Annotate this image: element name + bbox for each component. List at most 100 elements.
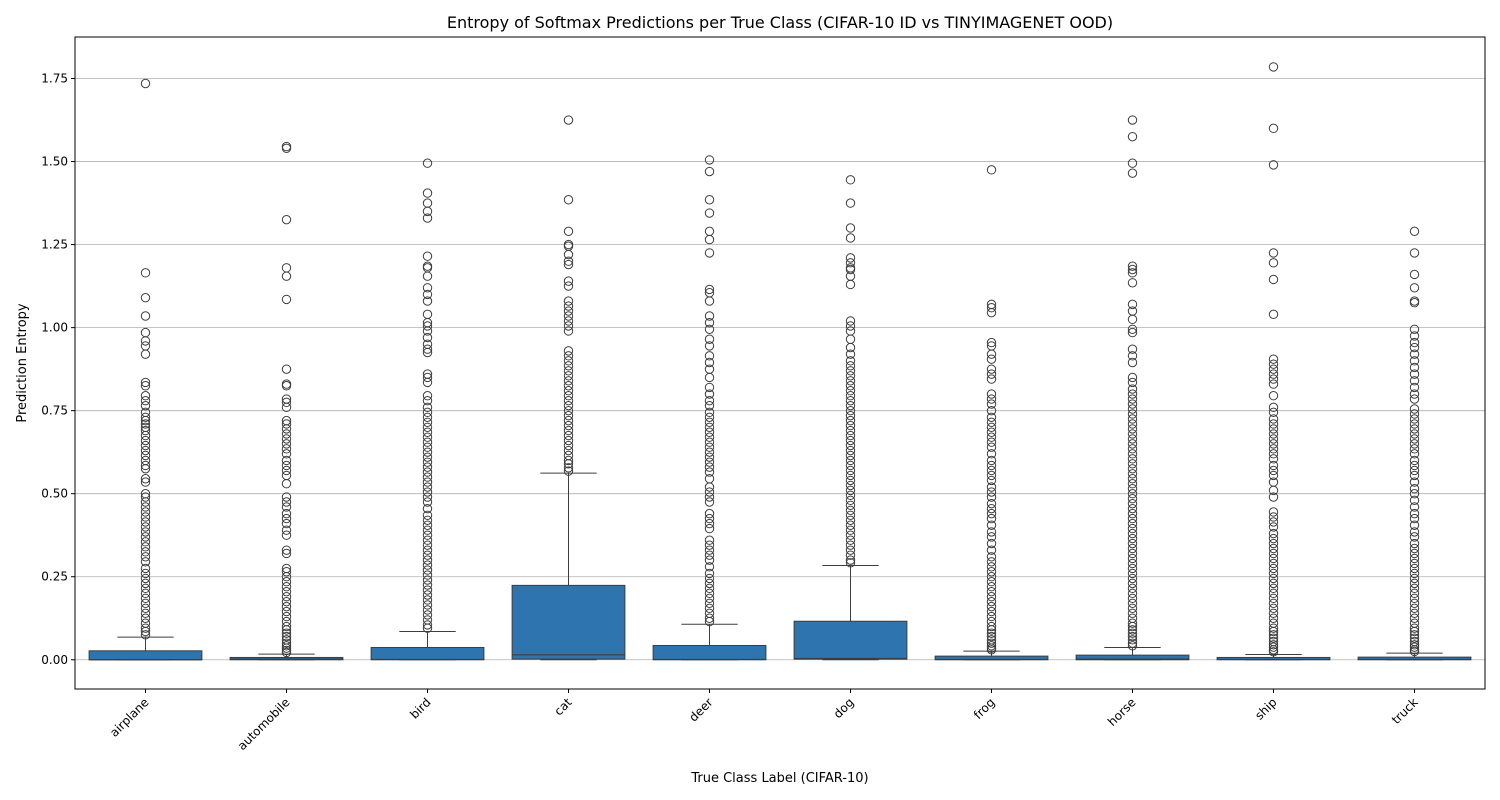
- outlier-point: [1127, 568, 1138, 579]
- outlier-point: [1268, 449, 1279, 459]
- outlier-point: [704, 442, 715, 452]
- outlier-point: [1268, 424, 1279, 434]
- outlier-point: [845, 465, 856, 476]
- outlier-point: [281, 214, 292, 225]
- outlier-point: [986, 465, 997, 476]
- outlier-point: [986, 631, 997, 642]
- outlier-point: [845, 555, 856, 565]
- y-axis-label: Prediction Entropy: [15, 303, 30, 423]
- outlier-point: [704, 550, 715, 560]
- outlier-point: [422, 347, 433, 358]
- outlier-point: [281, 460, 292, 471]
- outlier-point: [422, 395, 433, 406]
- outlier-point: [845, 495, 856, 506]
- box-automobile: [229, 141, 344, 661]
- outlier-point: [986, 394, 997, 404]
- outlier-point: [704, 568, 715, 579]
- outlier-point: [986, 492, 997, 502]
- outlier-point: [563, 459, 574, 469]
- outlier-point: [986, 487, 997, 497]
- outlier-point: [1268, 248, 1279, 258]
- outlier-point: [140, 532, 151, 542]
- outlier-point: [986, 369, 997, 379]
- y-tick-label: 0.50: [41, 487, 68, 501]
- outlier-point: [563, 296, 574, 306]
- outlier-point: [704, 351, 715, 361]
- outlier-point: [1268, 522, 1279, 532]
- outlier-point: [704, 578, 715, 589]
- outlier-point: [422, 321, 433, 331]
- outlier-point: [281, 625, 292, 635]
- outlier-point: [1268, 630, 1279, 640]
- outlier-point: [1127, 631, 1138, 642]
- outlier-point: [704, 311, 715, 321]
- outlier-point: [1268, 568, 1279, 579]
- outlier-point: [1409, 558, 1420, 569]
- outlier-point: [281, 616, 292, 627]
- box-airplane: [88, 78, 203, 661]
- outlier-point: [281, 606, 292, 617]
- outlier-point: [1268, 414, 1279, 424]
- outlier-point: [1409, 439, 1420, 449]
- outlier-point: [1127, 394, 1138, 404]
- outlier-point: [1127, 439, 1138, 449]
- outlier-point: [986, 538, 997, 549]
- outlier-point: [1127, 377, 1138, 388]
- outlier-point: [1268, 434, 1279, 444]
- outlier-point: [1127, 523, 1138, 534]
- outlier-point: [140, 341, 151, 351]
- outlier-point: [281, 572, 292, 582]
- outlier-point: [140, 492, 151, 502]
- outlier-point: [845, 233, 856, 243]
- outlier-point: [845, 349, 856, 359]
- outlier-point: [563, 381, 574, 391]
- outlier-point: [704, 613, 715, 623]
- outlier-point: [1127, 344, 1138, 354]
- outlier-point: [422, 535, 433, 545]
- outlier-point: [704, 284, 715, 295]
- outlier-point: [1409, 618, 1420, 628]
- outlier-point: [704, 452, 715, 462]
- outlier-point: [986, 567, 997, 577]
- outlier-point: [986, 638, 997, 648]
- outlier-point: [845, 430, 856, 441]
- outlier-point: [1268, 454, 1279, 464]
- outlier-point: [281, 271, 292, 281]
- outlier-point: [422, 540, 433, 550]
- outlier-point: [704, 513, 715, 524]
- outlier-point: [140, 445, 151, 456]
- outlier-point: [563, 259, 574, 270]
- outlier-point: [563, 321, 574, 331]
- outlier-point: [281, 586, 292, 597]
- outlier-point: [422, 251, 433, 261]
- outlier-point: [1409, 449, 1420, 459]
- outlier-point: [1268, 429, 1279, 439]
- outlier-point: [1409, 508, 1420, 519]
- outlier-point: [1127, 357, 1138, 368]
- outlier-point: [986, 586, 997, 597]
- outlier-point: [1409, 470, 1420, 481]
- outlier-point: [1268, 613, 1279, 623]
- outlier-point: [422, 487, 433, 497]
- outlier-point: [563, 366, 574, 376]
- outlier-point: [422, 206, 433, 217]
- x-tick-label: truck: [1389, 695, 1421, 727]
- outlier-point: [845, 198, 856, 208]
- outlier-point: [1409, 640, 1420, 650]
- outlier-point: [422, 600, 433, 610]
- outlier-point: [281, 263, 292, 273]
- outlier-point: [845, 480, 856, 491]
- outlier-point: [845, 505, 856, 516]
- outlier-point: [704, 497, 715, 507]
- outlier-point: [422, 442, 433, 452]
- outlier-point: [1127, 563, 1138, 574]
- outlier-point: [422, 213, 433, 223]
- outlier-point: [1268, 407, 1279, 418]
- outlier-point: [1268, 608, 1279, 618]
- y-tick-label: 1.50: [41, 155, 68, 169]
- outlier-point: [1409, 394, 1420, 404]
- outlier-point: [845, 342, 856, 353]
- outlier-point: [563, 249, 574, 260]
- outlier-point: [422, 412, 433, 423]
- outlier-point: [281, 434, 292, 444]
